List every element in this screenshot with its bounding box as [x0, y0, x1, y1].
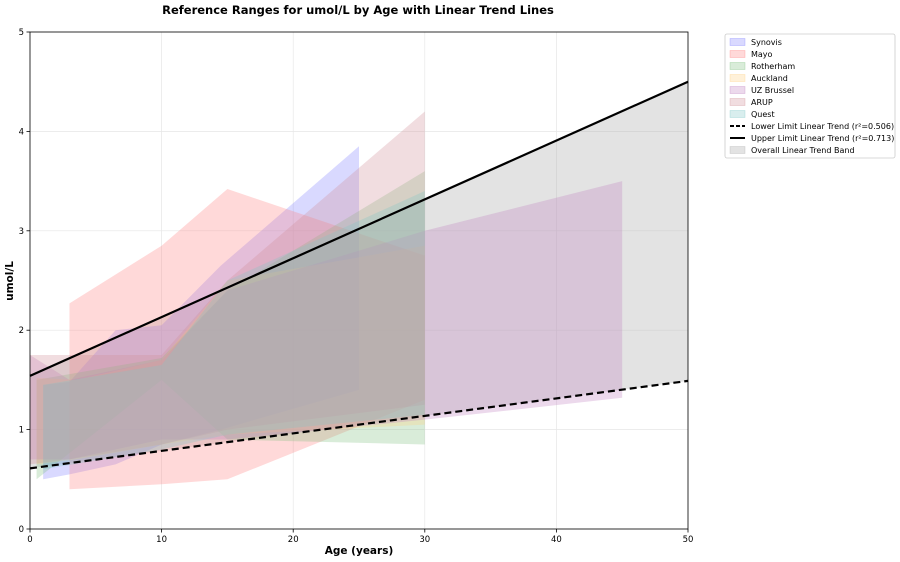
legend-item-mayo-label: Mayo — [751, 50, 773, 59]
trend-band-area — [30, 81, 688, 469]
x-tick-label: 30 — [419, 535, 430, 545]
legend-item-synovis-label: Synovis — [751, 38, 782, 47]
upper-trend-line — [29, 80, 689, 377]
legend-item-quest-swatch — [729, 110, 746, 118]
x-tick-label: 20 — [288, 535, 299, 545]
legend-box — [724, 33, 896, 159]
legend-item-uz-brussel-swatch — [729, 86, 746, 94]
y-tick-label: 5 — [19, 28, 24, 38]
legend-item-lower-trend-label: Lower Limit Linear Trend (r²=0.506) — [751, 122, 894, 131]
legend-item-upper-trend-label: Upper Limit Linear Trend (r²=0.713) — [751, 134, 894, 143]
plot-frame — [29, 31, 689, 530]
legend-item-quest-label: Quest — [751, 110, 775, 119]
trend-line-layer — [29, 80, 689, 470]
y-tick-label: 0 — [19, 525, 24, 535]
legend-item-auckland-swatch — [729, 74, 746, 82]
series-area-quest — [43, 191, 425, 470]
y-tick-label: 1 — [19, 426, 24, 436]
x-tick-label: 0 — [27, 535, 32, 545]
y-tick-label: 2 — [19, 326, 24, 336]
series-area-synovis — [43, 146, 359, 480]
x-tick-label: 40 — [551, 535, 562, 545]
trend-band-layer — [30, 81, 688, 469]
series-area-auckland — [36, 245, 425, 465]
legend-item-uz-brussel-label: UZ Brussel — [751, 86, 794, 95]
y-axis-title: umol/L — [4, 261, 16, 301]
x-tick-label: 50 — [683, 535, 694, 545]
series-area-mayo — [69, 189, 425, 490]
y-tick-label: 4 — [19, 127, 24, 137]
legend-item-rotherham-swatch — [729, 62, 746, 70]
series-area-rotherham — [36, 171, 425, 480]
x-tick-label: 10 — [156, 535, 167, 545]
legend-item-trend-band-label: Overall Linear Trend Band — [751, 146, 855, 155]
legend-item-auckland-label: Auckland — [751, 74, 788, 83]
y-tick-label: 3 — [19, 227, 24, 237]
legend-item-synovis-swatch — [729, 38, 746, 46]
legend-item-rotherham-label: Rotherham — [751, 62, 795, 71]
x-axis-title: Age (years) — [325, 545, 394, 557]
series-area-uz-brussel — [30, 181, 623, 460]
legend-item-mayo-swatch — [729, 50, 746, 58]
legend-item-arup-label: ARUP — [751, 98, 773, 107]
axis-ticks: 0 10 20 30 40 50 0 1 2 3 4 5 — [19, 28, 694, 545]
lower-trend-line — [29, 379, 689, 470]
legend: Synovis Mayo Rotherham Auckland UZ Brussel AR… — [724, 33, 896, 159]
legend-item-arup-swatch — [729, 98, 746, 106]
legend-item-trend-band-swatch — [729, 146, 746, 154]
chart-title: Reference Ranges for umol/L by Age with … — [162, 3, 554, 17]
